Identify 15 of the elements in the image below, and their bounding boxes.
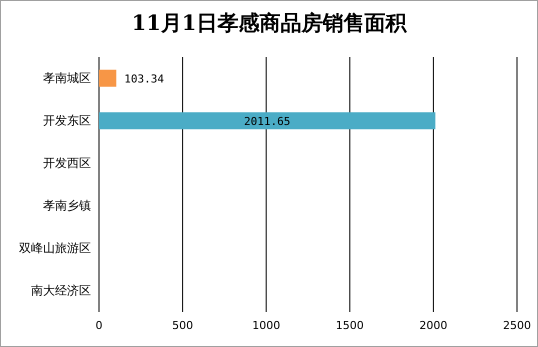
x-tick-label: 1500 [336,318,364,332]
y-tick-label: 开发西区 [43,156,91,170]
data-label: 2011.65 [244,114,290,128]
y-tick-label: 开发东区 [43,114,91,128]
x-tick-label: 2000 [419,318,448,332]
x-tick-label: 0 [96,318,102,332]
chart-title: 11月1日孝感商品房销售面积 [132,10,408,35]
y-tick-label: 南大经济区 [31,284,91,298]
y-tick-label: 孝南城区 [43,71,91,86]
x-tick-label: 2500 [503,318,531,332]
y-tick-label: 双峰山旅游区 [19,241,91,256]
x-tick-label: 1000 [252,318,280,332]
data-label: 103.34 [124,72,164,86]
x-tick-label: 500 [172,318,194,332]
y-tick-label: 孝南乡镇 [43,198,91,213]
